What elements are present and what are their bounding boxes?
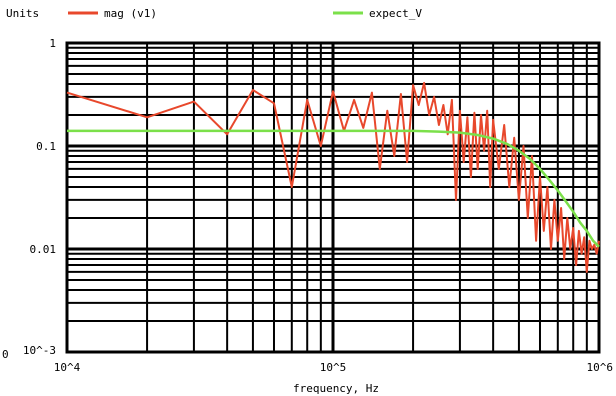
x-tick-label: 10^4 [54, 361, 81, 374]
x-axis-label: frequency, Hz [293, 382, 379, 395]
x-tick-label: 10^5 [320, 361, 347, 374]
y-tick-label: 10^-3 [23, 344, 56, 357]
legend-entry: expect_V [369, 7, 422, 20]
legend-entry: mag (v1) [104, 7, 157, 20]
corner-label: 0 [2, 348, 9, 361]
y-tick-label: 0.1 [36, 140, 56, 153]
y-units-label: Units [6, 7, 39, 20]
grid [65, 43, 599, 354]
series-layer [66, 81, 600, 273]
series-line-mag-v1 [66, 81, 600, 273]
x-tick-label: 10^6 [587, 361, 614, 374]
series-line-expect-v [67, 129, 600, 248]
y-tick-label: 0.01 [30, 243, 57, 256]
y-tick-label: 1 [49, 37, 56, 50]
plot-border [65, 41, 601, 354]
tick-labels: 10^4 10^5 10^6 1 0.1 0.01 10^-3 0 frequency, Hz [2, 37, 613, 395]
legend: Units mag (v1) expect_V [6, 7, 422, 20]
plot-frame [65, 41, 601, 354]
